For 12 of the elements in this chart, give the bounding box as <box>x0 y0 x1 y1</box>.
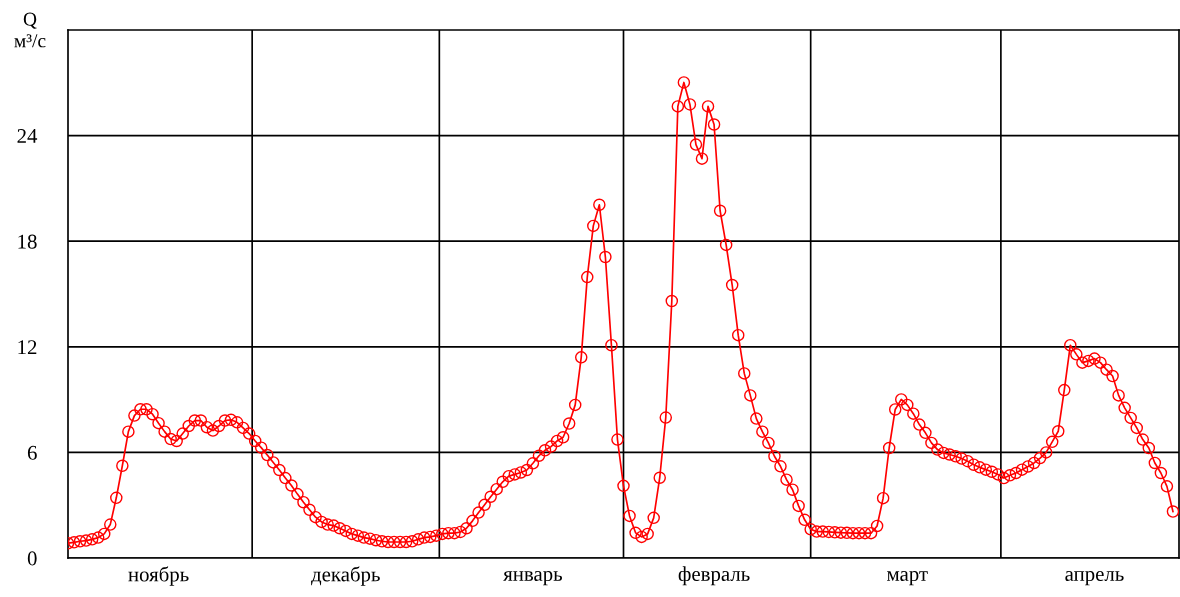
y-tick-label: 12 <box>18 340 37 355</box>
x-tick-label: январь <box>503 570 563 586</box>
x-tick-label: март <box>887 570 928 586</box>
y-axis-title: Q м³/с <box>14 12 46 48</box>
y-tick-label: 18 <box>18 234 37 249</box>
x-tick-label: февраль <box>678 566 750 586</box>
x-tick-label: ноябрь <box>128 566 189 586</box>
y-tick-label: 6 <box>27 445 37 460</box>
y-tick-label: 0 <box>27 551 37 566</box>
x-tick-label: декабрь <box>311 566 380 586</box>
x-tick-label: апрель <box>1065 570 1124 586</box>
y-tick-label: 24 <box>17 129 38 143</box>
